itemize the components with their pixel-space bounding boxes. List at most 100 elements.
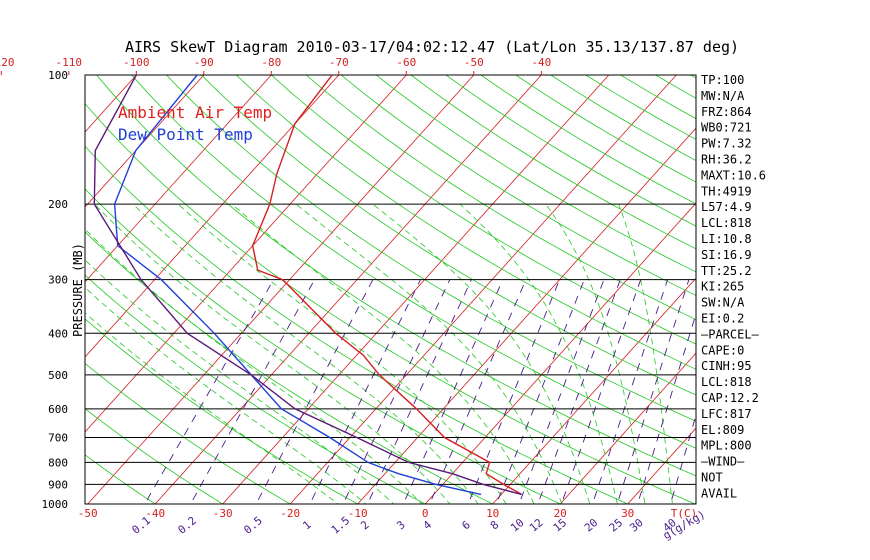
isotherm-line	[222, 75, 610, 504]
pressure-tick-label: 300	[48, 274, 68, 287]
isotherm-line	[822, 55, 870, 513]
top-temp-label: -80	[261, 56, 281, 69]
legend: Ambient Air Temp Dew Point Temp	[118, 103, 272, 144]
mixing-ratio-line	[560, 279, 642, 504]
dry-adiabat-line	[200, 75, 696, 396]
index-entry: CINH:95	[701, 359, 752, 373]
y-axis-label: PRESSURE (MB)	[71, 243, 85, 337]
stability-indices: TP:100 MW:N/A FRZ:864 WB0:721 PW:7.32 RH:36.2…	[701, 73, 766, 500]
bottom-temp-label: 20	[554, 507, 567, 520]
moist-adiabat-line	[132, 203, 479, 504]
mixing-ratio-line	[429, 279, 527, 504]
ambient-air-temp-line	[251, 75, 522, 496]
top-temp-label: -100	[123, 56, 150, 69]
isotherm-line	[85, 75, 407, 433]
index-entry: CAPE:0	[701, 343, 744, 357]
chart-title: AIRS SkewT Diagram 2010-03-17/04:02:12.4…	[125, 38, 739, 56]
dry-adiabat-line	[165, 75, 696, 422]
moist-adiabat-line	[177, 203, 507, 504]
bottom-temp-label: 10	[486, 507, 499, 520]
dry-adiabat-line	[270, 75, 696, 345]
index-entry: AVAIL	[701, 486, 737, 500]
mixing-ratio-label: 2	[358, 518, 371, 532]
pressure-tick-label: 800	[48, 456, 68, 469]
legend-label: Dew Point Temp	[118, 125, 253, 144]
index-entry: TT:25.2	[701, 264, 752, 278]
bottom-temp-label: -40	[145, 507, 165, 520]
index-entry: LCL:818	[701, 375, 752, 389]
mixing-ratio-label: 12	[527, 516, 546, 534]
isotherm-line	[87, 75, 475, 504]
mixing-ratio-line	[518, 279, 605, 504]
moist-adiabat-line	[231, 203, 535, 504]
mixing-ratio-label: 4	[421, 518, 435, 532]
moist-adiabat-line	[372, 203, 591, 504]
index-entry: TP:100	[701, 73, 744, 87]
mixing-ratio-line	[637, 312, 696, 504]
index-entry: LCL:818	[701, 216, 752, 230]
isotherm-line	[0, 55, 19, 513]
pressure-tick-label: 100	[48, 69, 68, 82]
index-entry: L57:4.9	[701, 200, 752, 214]
index-entry: SW:N/A	[701, 296, 745, 310]
moist-adiabat-line	[618, 203, 673, 504]
bottom-temp-label: -10	[348, 507, 368, 520]
moist-adiabat-line	[85, 286, 367, 504]
mixing-ratio-line	[309, 279, 421, 504]
bottom-temp-label: -20	[280, 507, 300, 520]
index-entry: CAP:12.2	[701, 391, 759, 405]
isotherm-line	[85, 75, 340, 358]
mixing-ratio-label: 10	[508, 516, 527, 534]
isotherm-line	[357, 127, 696, 504]
index-entry: FRZ:864	[701, 105, 752, 119]
mixing-ratio-line	[190, 279, 315, 504]
index-entry: MPL:800	[701, 439, 752, 453]
top-temp-label: -70	[329, 56, 349, 69]
top-temp-label: -90	[194, 56, 214, 69]
isotherm-line	[424, 202, 696, 504]
mixing-ratio-line	[616, 279, 690, 504]
index-entry: RH:36.2	[701, 153, 752, 167]
isotherm-line	[559, 352, 696, 504]
isotherm-line	[492, 277, 696, 504]
index-entry: EI:0.2	[701, 312, 744, 326]
dry-adiabat-line	[480, 75, 696, 205]
pressure-tick-label: 500	[48, 369, 68, 382]
mixing-ratio-label: 6	[459, 518, 472, 532]
mixing-ratio-label: 20	[582, 516, 601, 534]
isotherm-line	[755, 55, 870, 513]
mixing-ratio-label: 0.2	[175, 514, 199, 537]
pressure-tick-label: 600	[48, 403, 68, 416]
dry-adiabat-line	[340, 75, 696, 296]
top-temp-label: -60	[396, 56, 416, 69]
moist-adiabat-line	[85, 228, 423, 504]
top-temp-label: -110	[56, 56, 83, 69]
index-entry: WB0:721	[701, 121, 752, 135]
mixing-ratio-line	[591, 279, 668, 504]
bottom-temp-label: 30	[621, 507, 634, 520]
plot-frame	[84, 74, 697, 505]
pressure-tick-label: 1000	[42, 498, 69, 511]
dry-adiabat-line	[305, 75, 696, 321]
bottom-temp-label: -30	[213, 507, 233, 520]
profile-curves	[93, 75, 522, 496]
isotherm-line	[85, 75, 205, 208]
pressure-tick-label: 700	[48, 432, 68, 445]
mixing-ratio-label: 3	[394, 518, 407, 532]
dry-adiabat-line	[130, 75, 696, 449]
index-entry: —WIND—	[701, 455, 745, 469]
mixing-ratio-line	[495, 279, 585, 504]
mixing-ratio-line	[342, 279, 451, 504]
parcel-line	[93, 75, 522, 496]
mixing-ratio-line	[367, 279, 472, 504]
top-temp-label: -50	[464, 56, 484, 69]
mixing-ratio-line	[467, 279, 560, 504]
index-entry: —PARCEL—	[701, 327, 760, 341]
isobars: 100 200 300 400 500 600 700 800 900 1000	[42, 69, 696, 511]
top-temp-label: -120	[0, 56, 15, 69]
mixing-ratio-label: 1	[300, 518, 313, 532]
x-axis-label: T(C)	[671, 507, 698, 520]
moist-adiabat-line	[545, 203, 646, 504]
index-entry: LI:10.8	[701, 232, 752, 246]
